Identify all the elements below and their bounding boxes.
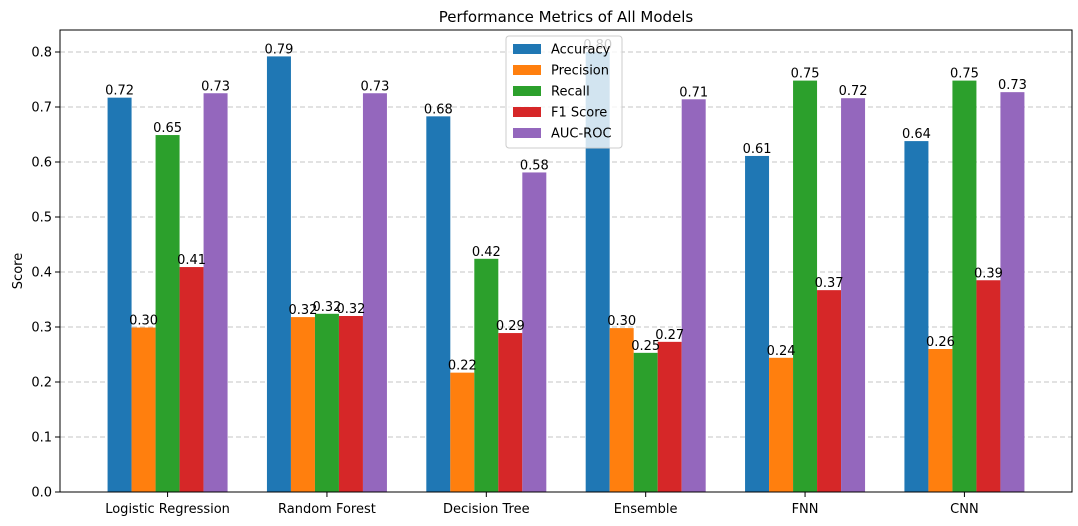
legend-label: Recall bbox=[551, 85, 590, 100]
bar-accuracy bbox=[904, 141, 929, 492]
bar-recall bbox=[633, 352, 658, 492]
y-tick-label: 0.6 bbox=[31, 156, 52, 171]
x-tick-label: Logistic Regression bbox=[105, 502, 230, 517]
data-label: 0.73 bbox=[998, 78, 1027, 93]
data-label: 0.68 bbox=[424, 102, 453, 117]
bar-auc-roc bbox=[362, 93, 387, 492]
bar-accuracy bbox=[745, 155, 770, 492]
y-axis-label: Score bbox=[11, 253, 26, 289]
data-label: 0.24 bbox=[767, 344, 796, 359]
bar-recall bbox=[793, 80, 818, 492]
y-tick-label: 0.7 bbox=[31, 101, 52, 116]
bar-auc-roc bbox=[841, 98, 866, 492]
bar-auc-roc bbox=[1000, 92, 1025, 493]
bar-precision bbox=[450, 372, 475, 492]
x-tick-label: Ensemble bbox=[614, 502, 678, 517]
bar-recall bbox=[952, 80, 977, 492]
legend-label: Accuracy bbox=[551, 43, 611, 58]
data-label: 0.71 bbox=[679, 85, 708, 100]
bar-f1-score bbox=[657, 341, 682, 492]
bar-auc-roc bbox=[522, 172, 547, 492]
bar-f1-score bbox=[976, 280, 1001, 492]
y-tick-label: 0.4 bbox=[31, 266, 52, 281]
data-label: 0.72 bbox=[105, 84, 134, 99]
data-label: 0.75 bbox=[950, 67, 979, 82]
legend-swatch bbox=[513, 86, 541, 96]
bar-auc-roc bbox=[203, 93, 228, 492]
legend-swatch bbox=[513, 44, 541, 54]
data-label: 0.29 bbox=[496, 319, 525, 334]
bar-recall bbox=[155, 135, 180, 493]
bar-precision bbox=[290, 317, 315, 492]
data-label: 0.30 bbox=[607, 314, 636, 329]
bar-precision bbox=[769, 357, 794, 492]
axes: 0.0 0.1 0.2 0.3 0.4 0.5 0.6 0.7 0.8 Logistic Regr… bbox=[31, 29, 1073, 517]
data-label: 0.73 bbox=[201, 79, 230, 94]
bar-accuracy bbox=[266, 56, 291, 493]
legend-label: F1 Score bbox=[551, 106, 607, 121]
plot-frame bbox=[59, 29, 1073, 493]
data-label: 0.25 bbox=[631, 339, 660, 354]
data-label: 0.27 bbox=[655, 328, 684, 343]
legend: Accuracy Precision Recall F1 Score AUC-ROC bbox=[505, 35, 623, 149]
x-tick-label: Decision Tree bbox=[443, 502, 530, 517]
bar-f1-score bbox=[817, 290, 842, 492]
y-tick-label: 0.3 bbox=[31, 321, 52, 336]
bar-precision bbox=[131, 327, 156, 492]
data-label: 0.65 bbox=[153, 121, 182, 136]
y-tick-label: 0.1 bbox=[31, 431, 52, 446]
data-label: 0.32 bbox=[288, 303, 317, 318]
legend-swatch bbox=[513, 65, 541, 75]
bar-f1-score bbox=[179, 267, 204, 492]
data-label: 0.32 bbox=[312, 300, 341, 315]
chart-title: Performance Metrics of All Models bbox=[439, 8, 694, 26]
bar-auc-roc bbox=[681, 99, 706, 493]
x-tick-label: FNN bbox=[792, 502, 819, 517]
legend-box bbox=[505, 35, 623, 149]
data-label: 0.41 bbox=[177, 253, 206, 268]
x-tick-label: Random Forest bbox=[278, 502, 376, 517]
bar-accuracy bbox=[426, 116, 451, 492]
legend-label: Precision bbox=[551, 64, 609, 79]
y-tick-label: 0.2 bbox=[31, 376, 52, 391]
y-tick-label: 0.8 bbox=[31, 46, 52, 61]
data-label: 0.64 bbox=[902, 127, 931, 142]
bar-recall bbox=[314, 313, 339, 492]
bar-precision bbox=[928, 349, 953, 492]
y-tick-label: 0.0 bbox=[31, 486, 52, 501]
data-label: 0.73 bbox=[360, 79, 389, 94]
data-label: 0.75 bbox=[791, 67, 820, 82]
data-label: 0.79 bbox=[264, 42, 293, 57]
y-tick-label: 0.5 bbox=[31, 211, 52, 226]
data-label: 0.22 bbox=[448, 359, 477, 374]
data-label: 0.30 bbox=[129, 314, 158, 329]
bar-precision bbox=[609, 328, 634, 492]
legend-swatch bbox=[513, 128, 541, 138]
bar-accuracy bbox=[107, 97, 132, 493]
bar-f1-score bbox=[338, 316, 363, 492]
data-label: 0.26 bbox=[926, 335, 955, 350]
bar-f1-score bbox=[498, 333, 523, 492]
legend-label: AUC-ROC bbox=[551, 127, 612, 142]
x-tick-label: CNN bbox=[950, 502, 979, 517]
data-label: 0.42 bbox=[472, 245, 501, 260]
data-label: 0.72 bbox=[839, 84, 868, 99]
data-label: 0.39 bbox=[974, 266, 1003, 281]
data-labels: 0.720.300.650.410.730.790.320.320.320.73… bbox=[105, 38, 1027, 374]
bar-recall bbox=[474, 258, 499, 492]
data-label: 0.61 bbox=[743, 142, 772, 157]
data-label: 0.37 bbox=[815, 276, 844, 291]
legend-swatch bbox=[513, 107, 541, 117]
data-label: 0.58 bbox=[520, 158, 549, 173]
grid-lines bbox=[60, 51, 1072, 438]
data-label: 0.32 bbox=[336, 302, 365, 317]
